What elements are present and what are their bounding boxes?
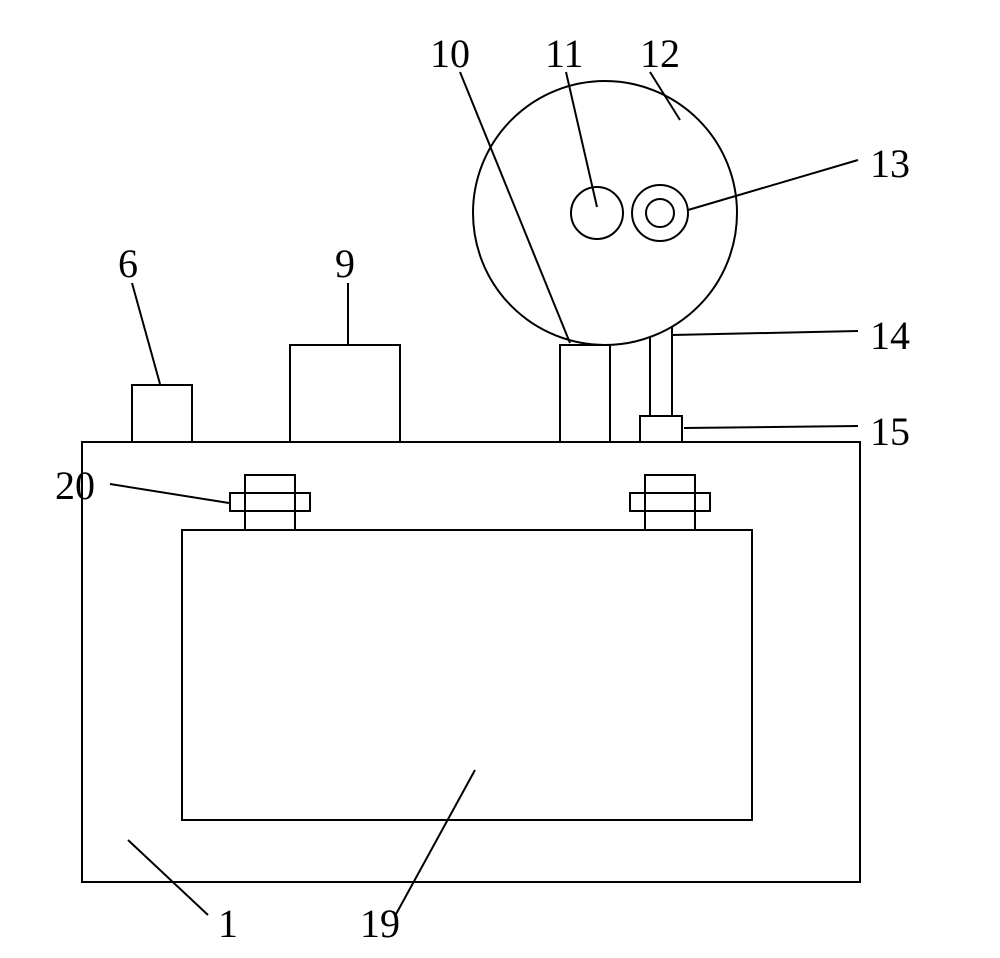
mount-right-collar: [630, 493, 710, 511]
leader-L1: [128, 840, 208, 915]
block-6: [132, 385, 192, 442]
label-6: 6: [118, 240, 138, 287]
pedestal-10: [560, 345, 610, 442]
foot-15: [640, 416, 682, 442]
label-9: 9: [335, 240, 355, 287]
big-circle-12: [473, 81, 737, 345]
label-15: 15: [870, 408, 910, 455]
inner-box-19: [182, 530, 752, 820]
leader-L20: [110, 484, 229, 503]
label-11: 11: [545, 30, 584, 77]
diagram-stage: 1 6 9 10 11 12 13 14 15 19 20: [0, 0, 1000, 958]
label-1: 1: [218, 900, 238, 947]
leader-L14: [672, 331, 858, 335]
outer-housing: [82, 442, 860, 882]
leader-L6: [132, 283, 160, 384]
label-10: 10: [430, 30, 470, 77]
label-14: 14: [870, 312, 910, 359]
mount-right-stem: [645, 475, 695, 530]
diagram-svg: [0, 0, 1000, 958]
mount-left-stem: [245, 475, 295, 530]
mount-left-collar-20: [230, 493, 310, 511]
leader-L19: [395, 770, 475, 916]
label-12: 12: [640, 30, 680, 77]
label-13: 13: [870, 140, 910, 187]
label-20: 20: [55, 462, 95, 509]
leader-L15: [684, 426, 858, 428]
label-19: 19: [360, 900, 400, 947]
block-9: [290, 345, 400, 442]
